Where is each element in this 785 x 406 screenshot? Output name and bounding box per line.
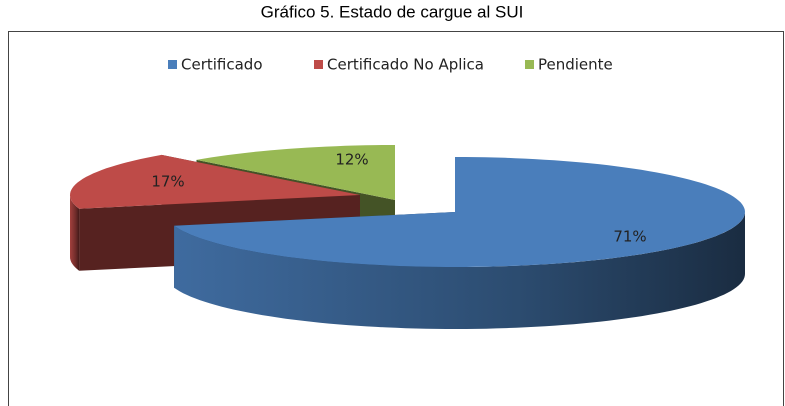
- slice-side: [174, 212, 746, 329]
- slice-side: [70, 195, 80, 271]
- chart-border: [8, 31, 784, 406]
- data-label: 17%: [151, 173, 184, 191]
- slice: [70, 154, 360, 209]
- legend-label: Pendiente: [538, 56, 613, 74]
- legend-swatch: [314, 60, 323, 69]
- legend-label: Certificado No Aplica: [327, 56, 484, 74]
- slice: [174, 157, 746, 267]
- chart-title: Gráfico 5. Estado de cargue al SUI: [261, 2, 524, 21]
- legend-swatch: [525, 60, 534, 69]
- slice: [196, 145, 395, 200]
- data-label: 12%: [335, 151, 368, 169]
- legend-swatch: [168, 60, 177, 69]
- data-label: 71%: [613, 228, 646, 246]
- legend-label: Certificado: [181, 56, 263, 74]
